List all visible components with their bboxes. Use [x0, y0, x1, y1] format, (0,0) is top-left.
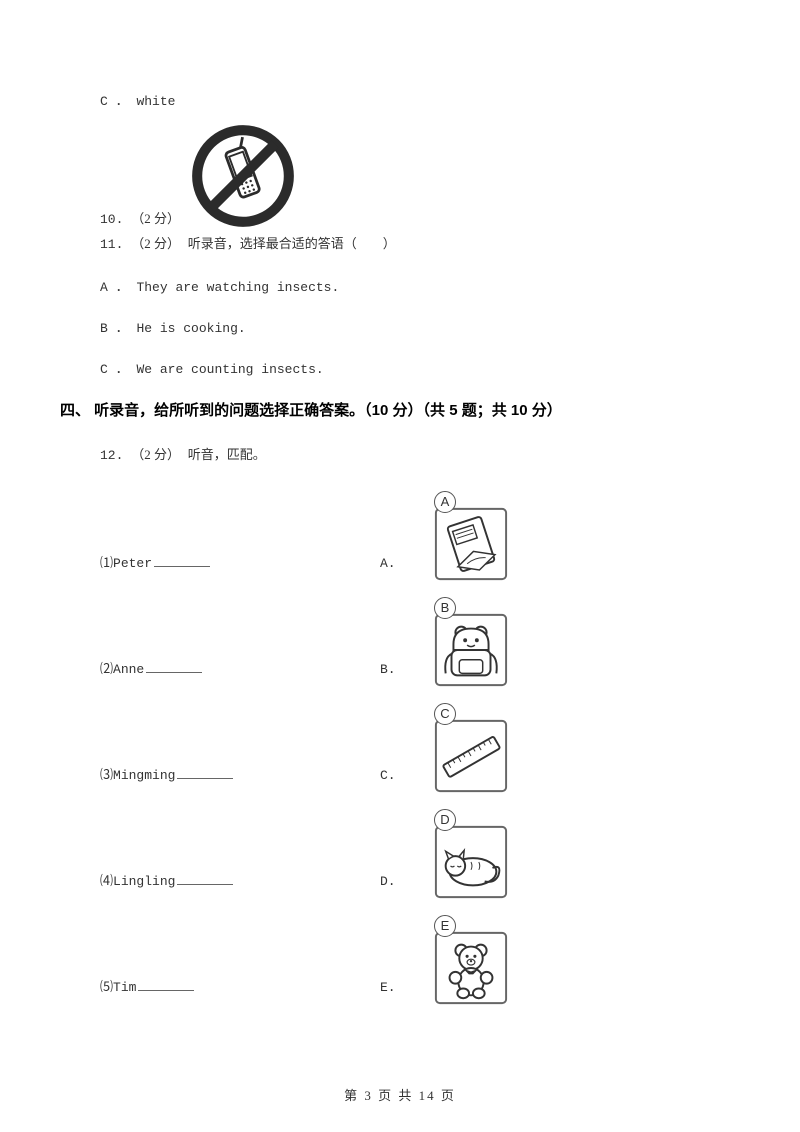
- badge-e: E: [434, 915, 456, 937]
- match-left: ⑴Peter: [100, 552, 380, 583]
- match-image-wrap: C: [420, 705, 510, 795]
- q11-prompt: 听录音，选择最合适的答语（ ）: [188, 236, 396, 251]
- opt-label: B: [100, 321, 108, 336]
- row-idx: ⑸: [100, 980, 113, 995]
- backpack-icon: [432, 611, 510, 689]
- q10-points: （2 分）: [131, 211, 180, 226]
- match-letter: C.: [380, 768, 420, 795]
- opt-text: They are watching insects.: [136, 280, 339, 295]
- row-idx: ⑴: [100, 556, 113, 571]
- opt-label: C: [100, 362, 108, 377]
- match-letter: A.: [380, 556, 420, 583]
- match-letter: B.: [380, 662, 420, 689]
- opt-text: He is cooking.: [136, 321, 245, 336]
- section-4-heading: 四、 听录音，给所听到的问题选择正确答案。（10 分）（共 5 题；共 10 分…: [60, 399, 740, 420]
- match-row-c: ⑶Mingming C. C: [100, 703, 740, 795]
- badge-a: A: [434, 491, 456, 513]
- badge-c: C: [434, 703, 456, 725]
- row-name: Peter: [113, 556, 152, 571]
- q11-prompt-line: 11. （2 分） 听录音，选择最合适的答语（ ）: [100, 233, 740, 252]
- match-row-a: ⑴Peter A. A: [100, 491, 740, 583]
- blank-line: [154, 566, 210, 567]
- q11-num: 11.: [100, 237, 123, 252]
- match-image-wrap: A: [420, 493, 510, 583]
- match-row-e: ⑸Tim E. E: [100, 915, 740, 1007]
- opt-dot: ．: [116, 94, 129, 109]
- q11-opt-b: B ． He is cooking.: [100, 317, 740, 336]
- q12-points: （2 分）: [131, 447, 180, 462]
- opt-label: A: [100, 280, 108, 295]
- badge-d: D: [434, 809, 456, 831]
- match-table: ⑴Peter A. A: [60, 491, 740, 1007]
- q10-row: 10. （2 分）: [100, 121, 740, 231]
- opt-dot: ．: [116, 280, 129, 295]
- blank-line: [138, 990, 194, 991]
- row-idx: ⑷: [100, 874, 113, 889]
- match-left: ⑶Mingming: [100, 764, 380, 795]
- match-left: ⑸Tim: [100, 976, 380, 1007]
- blank-line: [146, 672, 202, 673]
- row-name: Anne: [113, 662, 144, 677]
- row-name: Mingming: [113, 768, 175, 783]
- badge-b: B: [434, 597, 456, 619]
- cat-icon: [432, 823, 510, 901]
- blank-line: [177, 778, 233, 779]
- opt-text: We are counting insects.: [136, 362, 323, 377]
- row-name: Lingling: [113, 874, 175, 889]
- match-image-wrap: B: [420, 599, 510, 689]
- q10-label: 10. （2 分）: [100, 208, 180, 231]
- option-c-white: C ． white: [100, 90, 740, 109]
- match-image-wrap: D: [420, 811, 510, 901]
- match-row-d: ⑷Lingling D. D: [100, 809, 740, 901]
- opt-dot: ．: [116, 362, 129, 377]
- blank-line: [177, 884, 233, 885]
- q11-opt-c: C ． We are counting insects.: [100, 358, 740, 377]
- ruler-icon: [432, 717, 510, 795]
- q11-opt-a: A ． They are watching insects.: [100, 276, 740, 295]
- q10-num: 10.: [100, 212, 123, 227]
- match-letter: D.: [380, 874, 420, 901]
- match-letter: E.: [380, 980, 420, 1007]
- q12-prompt-line: 12. （2 分） 听音，匹配。: [100, 444, 740, 463]
- row-name: Tim: [113, 980, 136, 995]
- opt-label: C: [100, 94, 108, 109]
- match-row-b: ⑵Anne B. B: [100, 597, 740, 689]
- match-image-wrap: E: [420, 917, 510, 1007]
- notebook-icon: [432, 505, 510, 583]
- match-left: ⑵Anne: [100, 658, 380, 689]
- q12-prompt: 听音，匹配。: [188, 447, 266, 462]
- row-idx: ⑶: [100, 768, 113, 783]
- q11-points: （2 分）: [131, 236, 180, 251]
- page-footer: 第 3 页 共 14 页: [0, 1085, 800, 1104]
- page-body: C ． white 10. （2 分）: [0, 0, 800, 1061]
- teddy-icon: [432, 929, 510, 1007]
- no-phone-icon: [188, 121, 298, 231]
- opt-dot: ．: [116, 321, 129, 336]
- opt-text: white: [136, 94, 175, 109]
- match-left: ⑷Lingling: [100, 870, 380, 901]
- q12-num: 12.: [100, 448, 123, 463]
- row-idx: ⑵: [100, 662, 113, 677]
